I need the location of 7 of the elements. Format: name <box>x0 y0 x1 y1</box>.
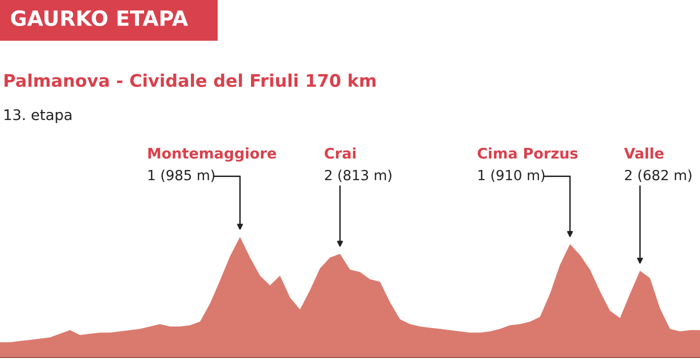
text: 13. etapa <box>4 109 72 124</box>
text: Crai 2 (813 m) <box>324 147 392 182</box>
text: Cima Porzus 1 (910 m) <box>478 147 578 182</box>
text: Montemaggiore 1 (985 m) <box>148 147 276 182</box>
text: Valle 2 (682 m) <box>624 147 692 182</box>
chart-title: GAURKO ETAPA <box>11 10 188 26</box>
chart-subtitle: Palmanova - Cividale del Friuli 170 km <box>4 74 376 88</box>
